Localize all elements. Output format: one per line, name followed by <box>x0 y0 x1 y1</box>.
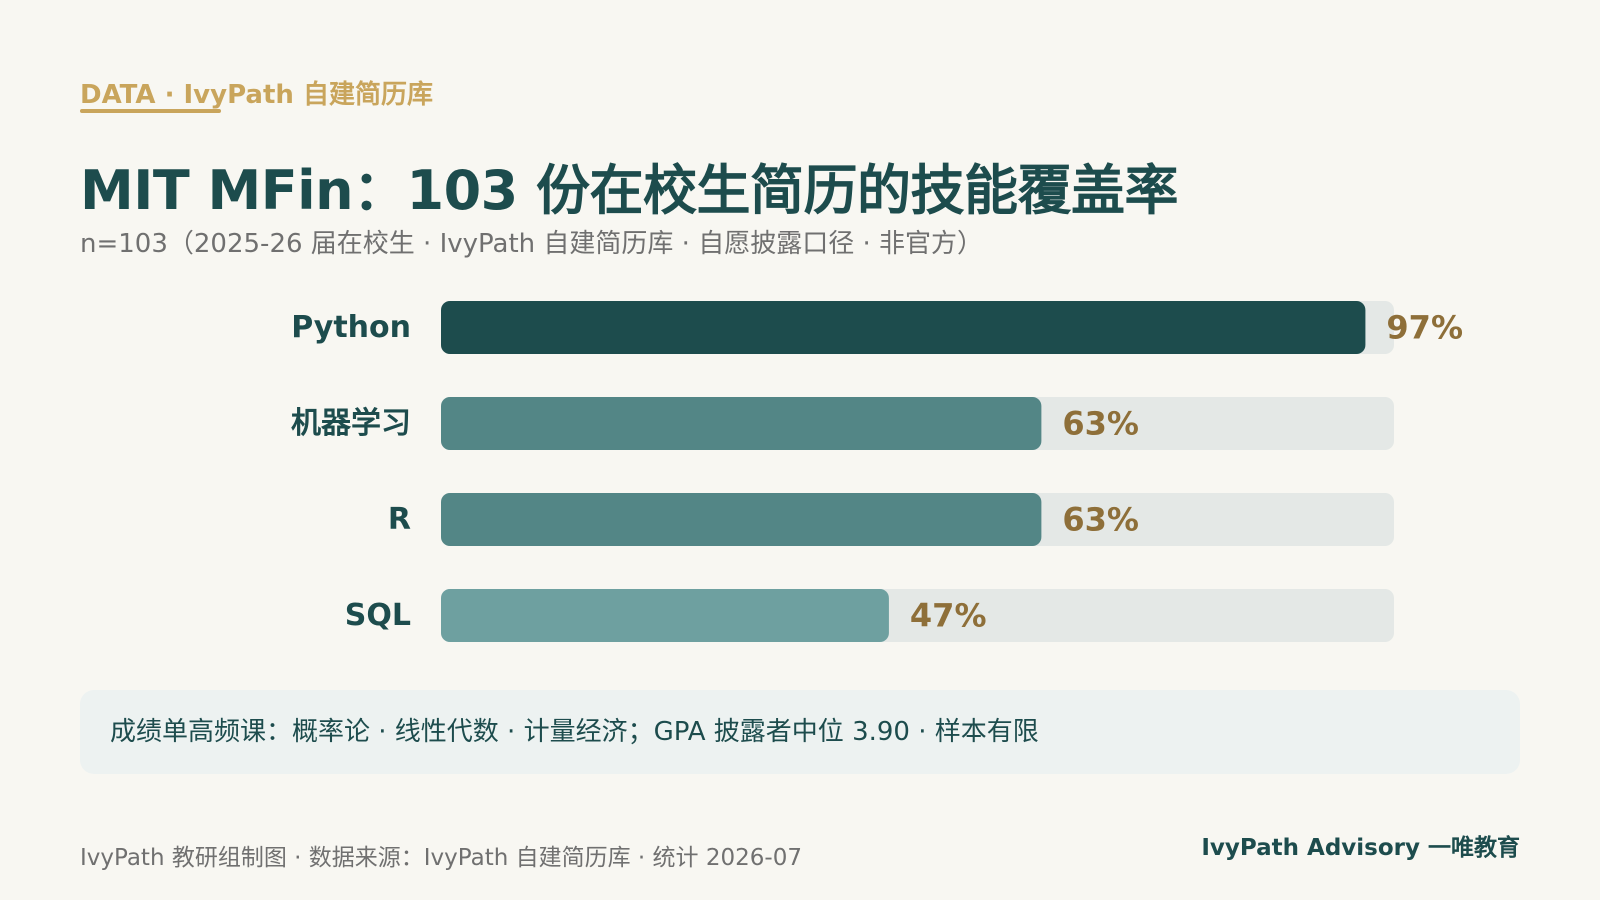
bar <box>441 589 889 642</box>
category-label: 机器学习 <box>291 406 411 441</box>
bar <box>441 493 1042 546</box>
chart-title: MIT MFin：103 份在校生简历的技能覆盖率 <box>80 159 1179 222</box>
value-label: 97% <box>1386 309 1463 347</box>
category-label: R <box>388 502 411 537</box>
kicker-underline <box>80 109 221 113</box>
chart-subtitle: n=103（2025-26 届在校生 · IvyPath 自建简历库 · 自愿披… <box>80 229 983 259</box>
value-label: 63% <box>1062 405 1139 443</box>
value-label: 63% <box>1062 501 1139 539</box>
note-box: 成绩单高频课：概率论 · 线性代数 · 计量经济；GPA 披露者中位 3.90 … <box>80 690 1520 774</box>
bar <box>441 301 1366 354</box>
kicker-label: DATA · IvyPath 自建简历库 <box>80 80 433 110</box>
category-label: Python <box>291 310 411 345</box>
bar <box>441 397 1042 450</box>
category-label: SQL <box>345 598 411 633</box>
footer-credit: IvyPath 教研组制图 · 数据来源：IvyPath 自建简历库 · 统计 … <box>80 845 802 871</box>
footer-brand: IvyPath Advisory 一唯教育 <box>1201 835 1520 861</box>
value-label: 47% <box>910 597 987 635</box>
bar-chart: Python 97% 机器学习 63% R 63% SQL 47% <box>291 301 1463 642</box>
note-text: 成绩单高频课：概率论 · 线性代数 · 计量经济；GPA 披露者中位 3.90 … <box>110 717 1039 747</box>
